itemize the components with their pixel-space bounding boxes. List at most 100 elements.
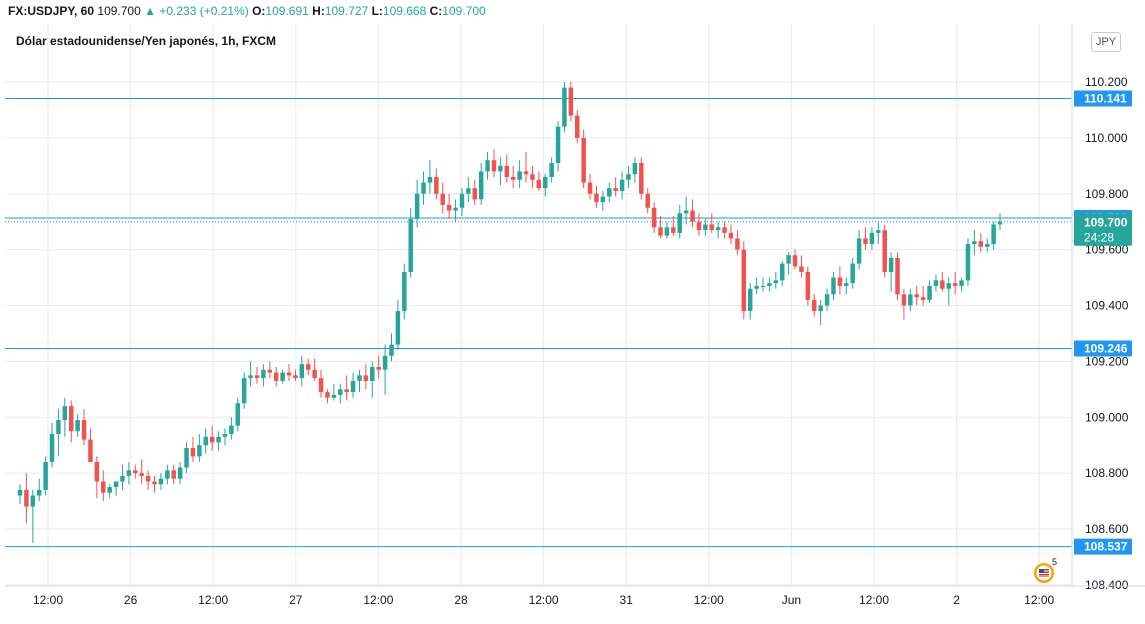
candle-body (991, 224, 996, 245)
level-tag (1074, 538, 1132, 555)
candle-body (722, 227, 727, 233)
price-tick-label: 109.800 (1085, 187, 1129, 201)
candle-body (824, 294, 830, 306)
candle-body (575, 115, 580, 138)
candle-body (735, 238, 740, 250)
candle-body (555, 126, 561, 164)
candle-body (280, 372, 285, 381)
candle-body (88, 439, 93, 462)
candle-body (908, 294, 913, 306)
candle-body (933, 280, 939, 286)
candle-body (466, 188, 471, 194)
time-tick-label: 12:00 (1024, 593, 1054, 607)
candle-body (613, 188, 618, 191)
candle-body (427, 176, 433, 183)
candle-body (632, 163, 638, 175)
candle-body (216, 436, 221, 443)
candle-body (395, 311, 401, 345)
candle-body (984, 244, 990, 247)
candle-body (645, 193, 650, 208)
candle-body (376, 366, 381, 370)
candle-body (107, 487, 112, 493)
candle-body (305, 364, 311, 370)
candle-body (760, 285, 766, 287)
candle-body (920, 297, 926, 300)
candle-body (357, 375, 362, 381)
candle-body (498, 165, 503, 172)
candle-body (542, 176, 548, 189)
candle-body (799, 266, 804, 272)
candle-body (703, 224, 708, 231)
time-tick-label: 31 (620, 593, 634, 607)
candle-body (850, 263, 855, 284)
currency-badge[interactable]: JPY (1091, 32, 1121, 52)
candle-body (478, 171, 484, 200)
candle-body (696, 221, 702, 231)
time-tick-label: 12:00 (363, 593, 393, 607)
candle-body (446, 204, 452, 211)
candle-body (325, 392, 330, 398)
candle-body (229, 425, 234, 435)
high-value: 109.727 (324, 4, 369, 18)
countdown-label: 24:28 (1084, 231, 1114, 245)
high-label: H: (312, 4, 325, 18)
candle-body (81, 420, 87, 440)
candle-body (36, 489, 42, 496)
candle-body (261, 369, 266, 379)
candle-body (600, 196, 606, 203)
time-tick-label: 12:00 (529, 593, 559, 607)
candle-body (914, 294, 919, 298)
low-label: L: (371, 4, 383, 18)
candle-body (139, 473, 144, 476)
candle-body (491, 160, 497, 172)
symbol-header: FX:USDJPY, 60 109.700 ▲ +0.233 (+0.21%) … (0, 0, 1145, 22)
candle-body (101, 481, 106, 493)
candle-body (133, 470, 138, 474)
candle-body (856, 238, 862, 264)
candle-body (728, 232, 734, 239)
candle-body (786, 255, 791, 264)
candle-body (69, 406, 74, 432)
candle-body (997, 221, 1003, 225)
candle-body (754, 285, 759, 289)
candle-body (241, 378, 247, 404)
candle-body (75, 420, 80, 432)
candle-body (690, 210, 695, 222)
candle-body (779, 263, 785, 281)
time-tick-label: 28 (454, 593, 468, 607)
candle-body (818, 305, 823, 312)
candle-body (126, 470, 132, 476)
candle-body (453, 207, 458, 211)
candle-body (869, 232, 875, 245)
open-value: 109.691 (265, 4, 309, 18)
candle-body (184, 447, 189, 468)
time-tick-label: 12:00 (694, 593, 724, 607)
candle-body (120, 475, 125, 482)
time-tick-label: 12:00 (33, 593, 63, 607)
candle-body (978, 241, 984, 247)
price-tick-label: 110.000 (1085, 131, 1128, 145)
candle-body (222, 434, 228, 437)
candle-body (421, 182, 426, 194)
candle-body (331, 394, 337, 398)
candle-body (299, 364, 305, 379)
candle-body (402, 271, 407, 312)
time-tick-label: 26 (124, 593, 138, 607)
candle-body (485, 160, 490, 172)
candle-body (651, 207, 657, 228)
candle-body (562, 87, 567, 127)
symbol-label[interactable]: FX:USDJPY, 60 (8, 4, 95, 18)
close-label: C: (429, 4, 443, 18)
candle-body (43, 461, 48, 490)
candle-body (177, 467, 183, 479)
candle-body (152, 481, 157, 485)
candle-body (145, 475, 151, 482)
time-axis: 12:00 26 12:00 27 12:00 28 12:00 31 12:00 Jun 12:0… (5, 585, 1145, 607)
candle-body (235, 403, 241, 426)
candle-body (626, 174, 631, 180)
candle-body (805, 271, 811, 300)
candle-body (837, 277, 843, 286)
economic-events-icon[interactable]: 5 (1030, 557, 1060, 585)
candle-body (113, 481, 119, 488)
